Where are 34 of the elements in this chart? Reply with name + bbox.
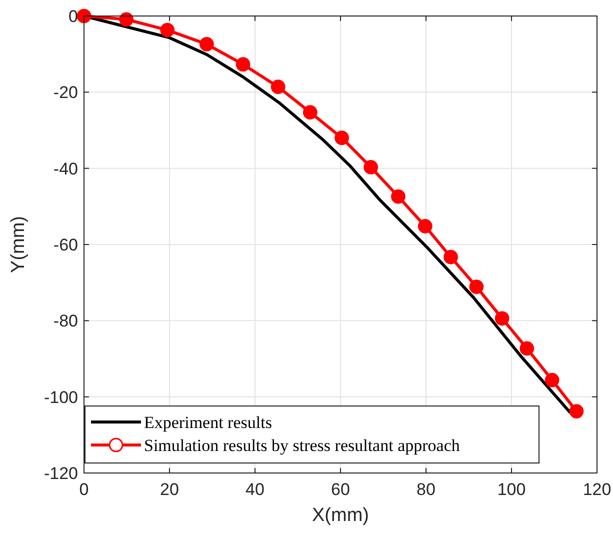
y-tick-label: -20 <box>53 83 78 102</box>
point <box>334 130 349 146</box>
x-axis-title: X(mm) <box>312 505 369 526</box>
point <box>418 219 432 234</box>
y-tick-label: 0 <box>68 7 78 26</box>
point <box>391 189 406 204</box>
x-tick-label: 80 <box>416 480 436 499</box>
point <box>364 160 378 174</box>
point <box>270 80 286 94</box>
legend-label: Simulation results by stress resultant approach <box>144 436 460 455</box>
y-tick-label: -120 <box>44 464 78 483</box>
x-tick-label: 40 <box>246 480 264 499</box>
legend-label: Experiment results <box>144 413 272 432</box>
point <box>236 57 250 72</box>
point <box>494 311 510 326</box>
point <box>569 404 584 418</box>
y-tick-label: -100 <box>44 388 78 407</box>
point <box>469 280 484 294</box>
x-tick-label: 100 <box>497 480 526 499</box>
point <box>544 372 560 388</box>
point <box>200 37 214 52</box>
point <box>160 22 175 38</box>
y-axis-title: Y(mm) <box>8 216 29 273</box>
point <box>119 12 134 27</box>
point <box>444 250 458 264</box>
y-tick-label: -80 <box>53 312 78 331</box>
y-tick-label: -60 <box>53 236 78 254</box>
point <box>76 8 92 24</box>
x-tick-label: 60 <box>331 480 350 499</box>
point <box>520 341 534 356</box>
x-tick-label: 20 <box>160 480 179 499</box>
x-tick-label: 120 <box>582 480 612 499</box>
point <box>302 105 318 120</box>
y-tick-label: -40 <box>53 159 78 178</box>
